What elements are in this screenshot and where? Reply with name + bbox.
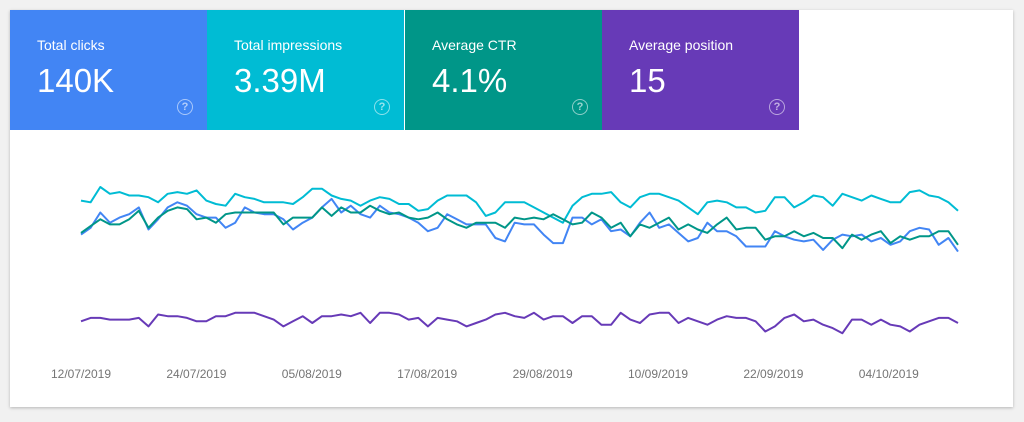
tile-label: Average CTR <box>432 37 517 53</box>
x-tick-label: 10/09/2019 <box>628 367 688 381</box>
impressions-series-line <box>80 186 959 224</box>
x-tick-label: 29/08/2019 <box>513 367 573 381</box>
x-tick-label: 04/10/2019 <box>859 367 919 381</box>
ctr-series-line <box>80 204 959 250</box>
position-series-line <box>80 311 959 335</box>
tile-value: 3.39M <box>234 62 326 99</box>
help-icon[interactable]: ? <box>572 99 588 115</box>
clicks-series-line <box>80 197 959 253</box>
help-icon[interactable]: ? <box>177 99 193 115</box>
performance-card: Total clicks 140K ? Total impressions 3.… <box>10 10 1013 407</box>
x-tick-label: 17/08/2019 <box>397 367 457 381</box>
tile-value: 140K <box>37 62 115 99</box>
total-impressions-tile[interactable]: Total impressions 3.39M ? <box>207 10 404 130</box>
tile-value: 4.1% <box>432 62 508 99</box>
tile-label: Total clicks <box>37 37 105 53</box>
tile-value: 15 <box>629 62 666 99</box>
x-tick-label: 05/08/2019 <box>282 367 342 381</box>
tile-label: Average position <box>629 37 734 53</box>
help-icon[interactable]: ? <box>769 99 785 115</box>
average-ctr-tile[interactable]: Average CTR 4.1% ? <box>405 10 602 130</box>
tile-label: Total impressions <box>234 37 343 53</box>
total-clicks-tile[interactable]: Total clicks 140K ? <box>10 10 207 130</box>
x-tick-label: 22/09/2019 <box>743 367 803 381</box>
x-tick-label: 24/07/2019 <box>166 367 226 381</box>
x-tick-label: 12/07/2019 <box>51 367 111 381</box>
help-icon[interactable]: ? <box>374 99 390 115</box>
average-position-tile[interactable]: Average position 15 ? <box>602 10 799 130</box>
